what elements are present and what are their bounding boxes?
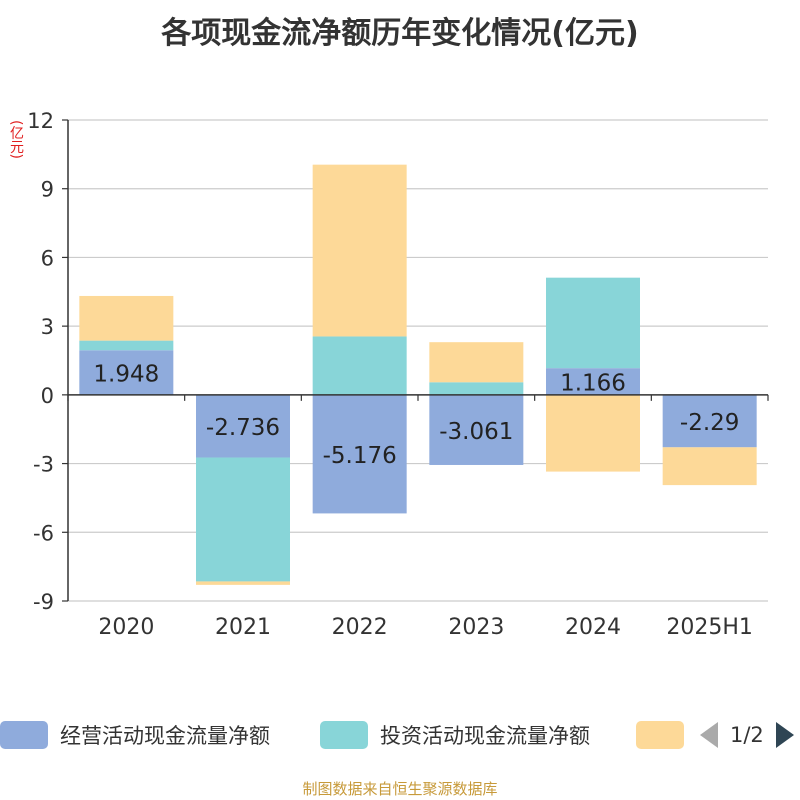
- legend-item-investing[interactable]: 投资活动现金流量净额: [320, 718, 590, 752]
- bar-series2-2020[interactable]: [79, 340, 174, 351]
- bar-series2-2022[interactable]: [312, 336, 407, 395]
- data-label-2025H1: -2.29: [680, 410, 740, 436]
- y-tick-label: 9: [41, 178, 54, 202]
- bar-series1-2022[interactable]: [312, 394, 407, 514]
- bar-series1-2025H1[interactable]: [662, 394, 757, 448]
- y-tick-label: 3: [41, 315, 54, 339]
- bar-series3-2025H1[interactable]: [662, 447, 757, 486]
- data-label-2022: -5.176: [323, 443, 397, 469]
- data-label-2023: -3.061: [439, 419, 513, 445]
- chart-title: 各项现金流净额历年变化情况(亿元): [161, 16, 639, 51]
- legend-label-investing: 投资活动现金流量净额: [380, 724, 590, 748]
- bar-series3-2021[interactable]: [196, 581, 290, 585]
- x-tick-label: 2022: [332, 615, 388, 640]
- legend-next-page-icon[interactable]: [775, 722, 794, 748]
- bar-series1-2023[interactable]: [429, 394, 524, 465]
- legend-prev-page-icon[interactable]: [700, 722, 718, 748]
- x-tick-label: 2023: [448, 615, 504, 640]
- bar-series1-2020[interactable]: [79, 350, 174, 395]
- y-tick-label: -9: [33, 590, 54, 614]
- x-tick-label: 2024: [565, 615, 621, 640]
- data-label-2020: 1.948: [93, 362, 159, 388]
- bar-series3-2020[interactable]: [79, 295, 174, 341]
- bar-series3-2024[interactable]: [546, 394, 640, 472]
- bar-series2-2023[interactable]: [429, 382, 524, 395]
- bar-series1-2024[interactable]: [546, 368, 640, 395]
- legend-page-indicator: 1/2: [730, 723, 764, 747]
- chart-legend: 经营活动现金流量净额 投资活动现金流量净额 1/2: [0, 718, 800, 754]
- x-tick-label: 2020: [98, 615, 154, 640]
- legend-item-operating[interactable]: 经营活动现金流量净额: [0, 718, 270, 752]
- legend-swatch-investing: [320, 721, 368, 749]
- x-tick-label: 2025H1: [666, 615, 753, 640]
- data-label-2021: -2.736: [206, 415, 280, 441]
- y-tick-label: 0: [41, 384, 54, 408]
- bar-series1-2021[interactable]: [196, 394, 290, 458]
- legend-item-financing[interactable]: [636, 718, 696, 752]
- bar-series2-2024[interactable]: [546, 277, 640, 369]
- bar-chart: 12 9 6 3 0 -3 -6 -9 2020 2021 2022 2023 2024 2025H1 1…: [27, 109, 769, 640]
- legend-swatch-financing: [636, 721, 684, 749]
- legend-swatch-operating: [0, 721, 48, 749]
- y-tick-label: 6: [41, 246, 54, 270]
- x-tick-label: 2021: [215, 615, 271, 640]
- y-tick-label: 12: [27, 109, 54, 133]
- y-axis-unit-label: (亿元): [8, 120, 24, 159]
- bar-series3-2023[interactable]: [429, 342, 524, 383]
- legend-pager: 1/2: [700, 718, 794, 752]
- data-label-2024: 1.166: [560, 371, 626, 397]
- y-tick-label: -6: [33, 521, 54, 545]
- bar-series2-2021[interactable]: [196, 457, 290, 582]
- data-source-footer: 制图数据来自恒生聚源数据库: [302, 780, 498, 798]
- y-tick-label: -3: [33, 453, 54, 477]
- bar-series3-2022[interactable]: [312, 164, 407, 337]
- legend-label-operating: 经营活动现金流量净额: [60, 724, 270, 748]
